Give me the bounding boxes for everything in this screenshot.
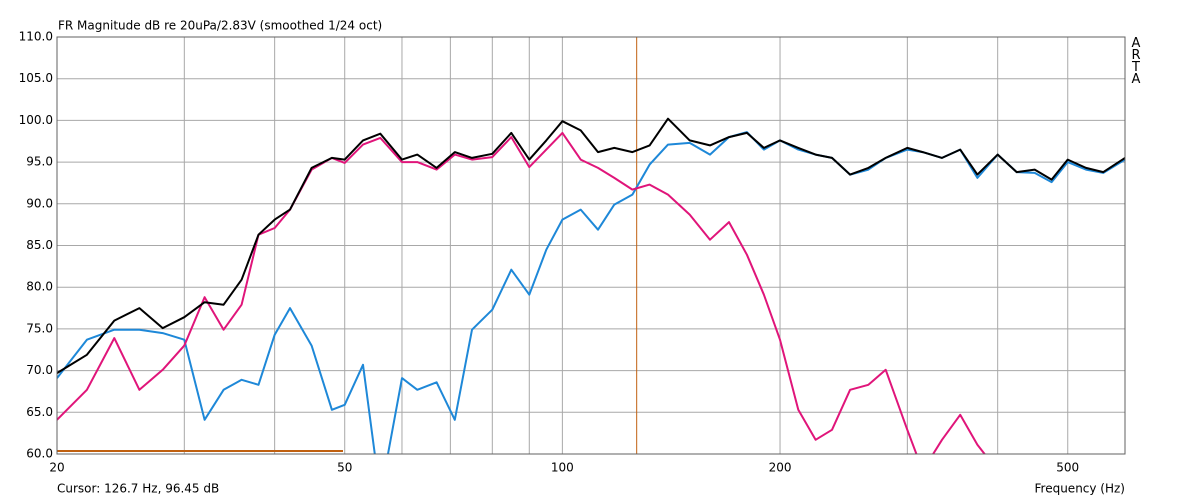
y-tick-label: 70.0 <box>26 363 53 377</box>
x-tick-label: 200 <box>769 461 792 475</box>
y-tick-label: 65.0 <box>26 405 53 419</box>
x-tick-label: 100 <box>551 461 574 475</box>
x-axis-label: Frequency (Hz) <box>1035 482 1126 496</box>
y-tick-label: 90.0 <box>26 196 53 210</box>
plot-frame <box>56 36 1126 455</box>
y-tick-label: 95.0 <box>26 155 53 169</box>
x-tick-label: 50 <box>337 461 352 475</box>
cursor-readout: Cursor: 126.7 Hz, 96.45 dB <box>57 482 219 496</box>
y-tick-label: 105.0 <box>19 71 53 85</box>
x-tick-label: 500 <box>1056 461 1079 475</box>
y-tick-label: 60.0 <box>26 447 53 461</box>
plot-area <box>57 37 1125 454</box>
side-label: ARTA <box>1131 36 1141 87</box>
series-line <box>57 131 1125 454</box>
series-line <box>57 117 1125 374</box>
y-tick-label: 110.0 <box>19 30 53 44</box>
y-tick-label: 80.0 <box>26 280 53 294</box>
chart-title: FR Magnitude dB re 20uPa/2.83V (smoothed… <box>58 19 382 33</box>
y-tick-label: 85.0 <box>26 238 53 252</box>
y-tick-label: 100.0 <box>19 113 53 127</box>
series-line <box>57 131 986 454</box>
grid <box>56 36 1125 455</box>
x-tick-label: 20 <box>49 461 64 475</box>
y-tick-label: 75.0 <box>26 321 53 335</box>
